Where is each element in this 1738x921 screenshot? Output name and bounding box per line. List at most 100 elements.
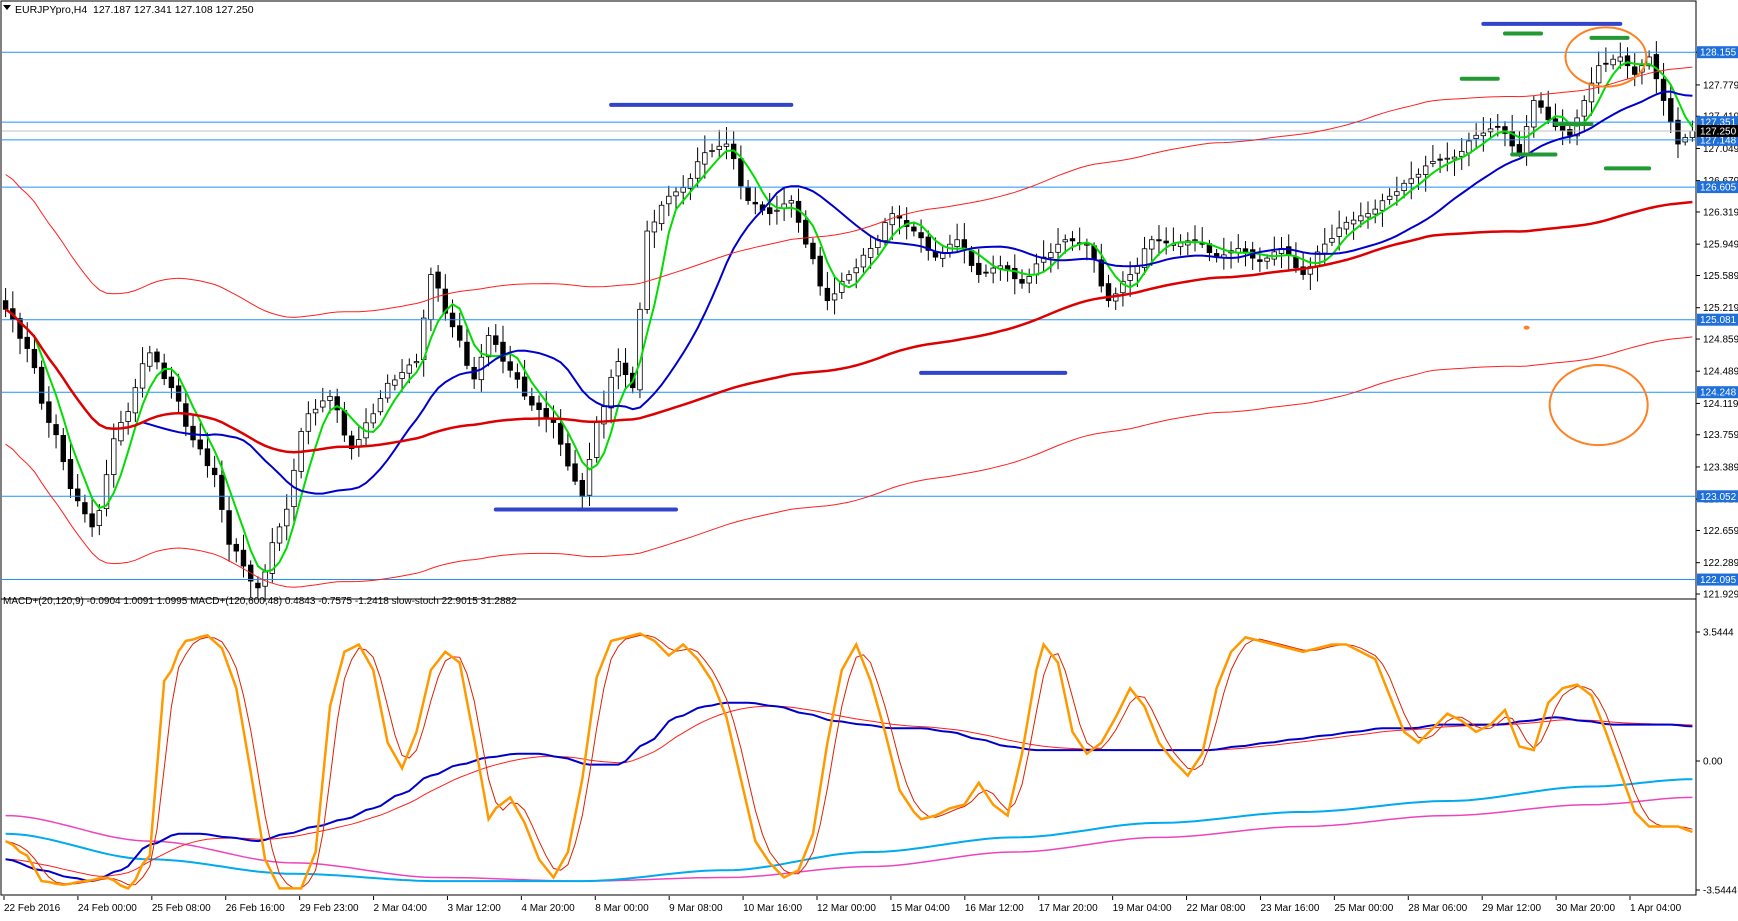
candle	[817, 247, 823, 296]
candle-body	[399, 372, 405, 379]
candle	[1581, 95, 1587, 133]
candle	[1444, 142, 1451, 172]
candle	[579, 472, 585, 512]
candle	[615, 348, 622, 390]
price-pane[interactable]	[0, 0, 1697, 602]
candle-body	[839, 280, 845, 293]
price-level-tag-label: 122.095	[1700, 575, 1737, 586]
candle	[132, 378, 139, 422]
candle	[82, 494, 88, 523]
candle-body	[1422, 165, 1429, 175]
candle-body	[831, 293, 838, 301]
candle-body	[673, 191, 679, 197]
candle-body	[1610, 58, 1616, 66]
candle	[839, 272, 845, 299]
candle	[1221, 237, 1227, 270]
candle-body	[622, 362, 629, 376]
candle-body	[1019, 279, 1025, 284]
time-axis-tick-label: 30 Mar 20:00	[1556, 903, 1615, 914]
candle-body	[240, 549, 247, 567]
candle-body	[579, 480, 585, 497]
candle	[1242, 241, 1249, 267]
series-fast-ma	[5, 61, 1694, 573]
candle	[1372, 199, 1378, 224]
candle	[1358, 202, 1364, 228]
candle	[2, 288, 9, 318]
candle-body	[658, 204, 665, 225]
candle	[1343, 216, 1350, 235]
time-axis-tick-label: 12 Mar 00:00	[817, 903, 876, 914]
candle-body	[593, 422, 600, 458]
indicator-axis-tick-label: 0.00	[1703, 757, 1723, 768]
candle	[1105, 274, 1112, 308]
candle-body	[1668, 98, 1674, 123]
series-macd-slow-signal	[5, 796, 1693, 882]
price-level-tag	[1697, 124, 1738, 137]
candle-body	[392, 379, 398, 386]
candle	[1156, 225, 1162, 256]
candle-body	[96, 510, 103, 526]
candle-body	[348, 435, 355, 449]
time-axis-tick-label: 22 Mar 08:00	[1187, 903, 1246, 914]
candle	[226, 496, 232, 562]
candle	[464, 327, 470, 370]
candle-body	[1538, 100, 1544, 108]
ohlc-label: 127.187 127.341 127.108 127.250	[93, 4, 254, 16]
candle-body	[1141, 248, 1148, 269]
candle-body	[1531, 100, 1537, 128]
dropdown-arrow-icon[interactable]	[3, 5, 11, 10]
candle-body	[1386, 195, 1393, 200]
candle	[622, 348, 629, 390]
candle	[1185, 232, 1191, 256]
candle-body	[716, 145, 722, 150]
candle	[1177, 234, 1184, 256]
candle-body	[1343, 221, 1350, 230]
candle-body	[1459, 151, 1465, 157]
candle-body	[1026, 276, 1032, 284]
candle	[190, 413, 196, 448]
candle-body	[1595, 65, 1602, 84]
candle	[1408, 161, 1414, 200]
candle	[1394, 176, 1400, 206]
candle	[139, 347, 146, 398]
pane-headers: EURJPYpro,H4 127.187 127.341 127.108 127…	[3, 4, 517, 607]
candle-body	[976, 262, 982, 275]
candle	[1249, 241, 1256, 270]
candle	[413, 353, 420, 368]
candle-body	[89, 513, 95, 528]
candle-body	[1379, 200, 1386, 211]
candle	[197, 423, 203, 456]
price-level-tag-label: 123.052	[1700, 492, 1737, 503]
candle	[1213, 249, 1220, 263]
candle-body	[961, 239, 968, 250]
candle-body	[1257, 259, 1263, 262]
price-level-tag-label: 125.081	[1700, 315, 1737, 326]
candle	[846, 270, 852, 284]
candle	[716, 129, 722, 159]
candle-body	[1350, 219, 1357, 225]
indicator-pane[interactable]: 3.5444 0.00 -3.5444	[0, 598, 1737, 897]
candle	[500, 325, 506, 374]
candle	[348, 430, 355, 460]
time-axis-tick-label: 23 Mar 16:00	[1260, 903, 1319, 914]
time-axis-tick-label: 24 Feb 00:00	[78, 903, 137, 914]
candle	[1350, 211, 1357, 240]
candle-body	[1660, 78, 1667, 101]
candle-body	[132, 387, 139, 414]
candle-body	[983, 271, 989, 274]
candle-body	[1120, 280, 1126, 294]
candle	[810, 238, 816, 265]
candle-body	[514, 372, 521, 380]
candle-body	[1567, 129, 1573, 136]
candle-body	[954, 239, 960, 248]
candle	[983, 264, 989, 278]
annotation-dot	[1523, 325, 1530, 330]
candle-body	[1516, 144, 1523, 154]
time-axis-tick-label: 25 Feb 08:00	[152, 903, 211, 914]
price-pane-frame	[0, 0, 1697, 600]
candle-body	[810, 242, 816, 260]
candle-body	[1055, 243, 1061, 253]
candle-body	[17, 318, 23, 339]
